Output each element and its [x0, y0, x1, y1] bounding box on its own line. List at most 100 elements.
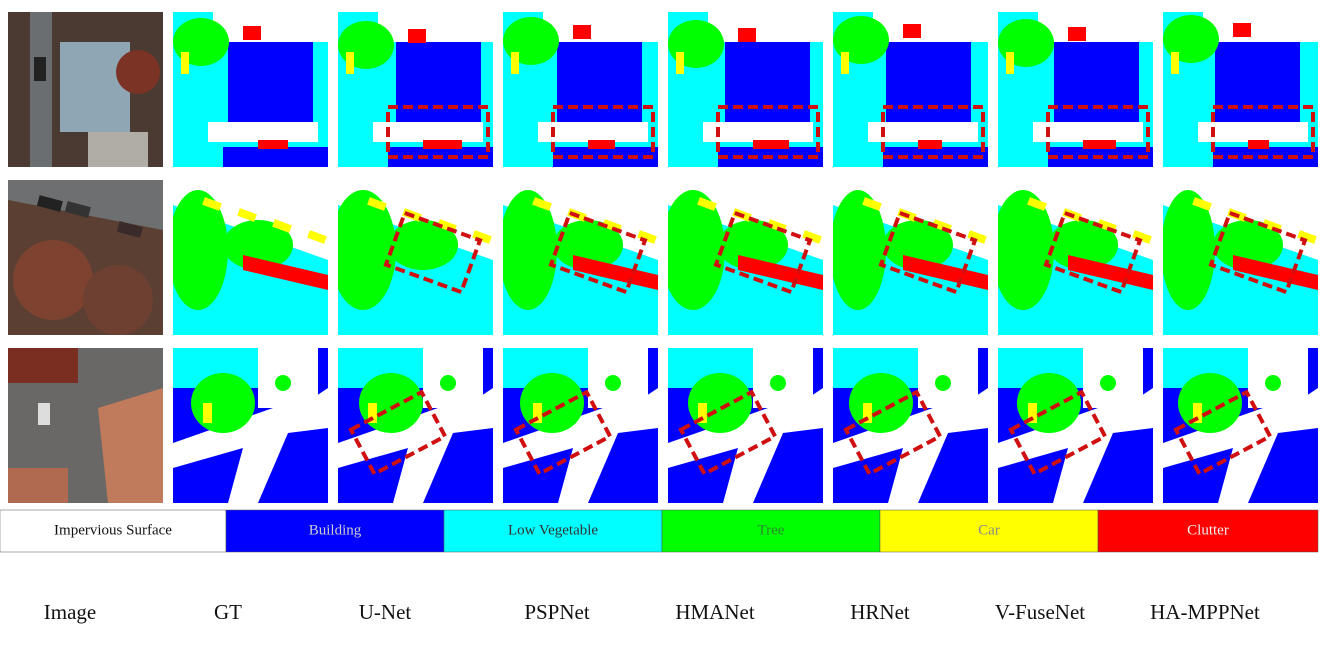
building: [1215, 42, 1300, 122]
segmentation-map: [330, 180, 493, 335]
segmentation-map: [1163, 12, 1318, 167]
segmentation-map: [830, 180, 988, 335]
car: [38, 403, 50, 425]
tree: [935, 375, 951, 391]
tree: [440, 375, 456, 391]
clutter: [1083, 140, 1116, 149]
tree: [1178, 373, 1242, 433]
car: [511, 52, 519, 74]
impervious: [873, 12, 988, 42]
tree: [849, 373, 913, 433]
clutter: [1068, 27, 1086, 41]
clutter: [738, 28, 756, 42]
car: [841, 52, 849, 74]
segmentation-map: [1163, 348, 1318, 503]
tree: [275, 375, 291, 391]
aerial-image: [8, 180, 163, 335]
roof: [8, 468, 68, 503]
tree: [191, 373, 255, 433]
segmentation-map: [668, 348, 823, 503]
car: [346, 52, 354, 74]
legend-label: Impervious Surface: [54, 522, 172, 538]
segmentation-map: [992, 180, 1153, 335]
legend-label: Tree: [758, 522, 785, 538]
car: [181, 52, 189, 74]
roof: [60, 42, 130, 132]
clutter: [573, 25, 591, 39]
segmentation-map: [668, 12, 823, 167]
segmentation-map: [998, 348, 1153, 503]
impervious: [378, 12, 493, 42]
segmentation-map: [1161, 180, 1318, 335]
column-label: HMANet: [675, 600, 754, 624]
building: [557, 42, 642, 122]
roof: [88, 132, 148, 167]
segmentation-map: [499, 180, 658, 335]
legend-label: Building: [309, 522, 362, 538]
clutter: [903, 24, 921, 38]
figure: Impervious Surface Building Low Vegetable T…: [0, 0, 1322, 659]
building: [228, 42, 313, 122]
building: [396, 42, 481, 122]
segmentation-map: [833, 12, 988, 167]
tree: [83, 265, 153, 335]
car: [34, 57, 46, 81]
clutter: [243, 26, 261, 40]
car: [1171, 52, 1179, 74]
aerial-image: [8, 348, 163, 503]
column-label: U-Net: [359, 600, 412, 624]
column-label: HRNet: [850, 600, 910, 624]
column-label: Image: [44, 600, 96, 624]
segmentation-map: [998, 12, 1153, 167]
building: [725, 42, 810, 122]
segmentation-map: [173, 12, 328, 167]
tree: [605, 375, 621, 391]
building: [1054, 42, 1139, 122]
impervious: [208, 122, 318, 142]
tree: [520, 373, 584, 433]
clutter: [918, 140, 942, 149]
segmentation-map: [338, 348, 493, 503]
impervious: [1038, 12, 1153, 42]
impervious: [1203, 12, 1318, 42]
clutter: [588, 140, 615, 149]
column-label: HA-MPPNet: [1150, 600, 1260, 624]
column-label: PSPNet: [524, 600, 590, 624]
tree: [1100, 375, 1116, 391]
legend-label: Low Vegetable: [508, 522, 598, 538]
legend-label: Clutter: [1187, 522, 1229, 538]
building: [223, 147, 328, 167]
segmentation-map: [661, 180, 823, 335]
segmentation-map: [503, 348, 658, 503]
segmentation-map: [168, 180, 328, 335]
impervious: [708, 12, 823, 42]
segmentation-map: [173, 348, 328, 503]
car: [676, 52, 684, 74]
segmentation-map: [833, 348, 988, 503]
roof: [98, 388, 163, 503]
clutter: [408, 29, 426, 43]
tree: [688, 373, 752, 433]
tree: [116, 50, 160, 94]
tree: [661, 190, 725, 310]
clutter: [258, 140, 288, 149]
tree: [770, 375, 786, 391]
clutter: [1233, 23, 1251, 37]
impervious: [213, 12, 328, 42]
column-label: V-FuseNet: [995, 600, 1085, 624]
clutter: [753, 140, 789, 149]
impervious: [543, 12, 658, 42]
clutter: [1248, 140, 1269, 149]
clutter: [423, 140, 462, 149]
segmentation-map: [338, 12, 493, 167]
car: [203, 403, 212, 423]
tree: [13, 240, 93, 320]
tree: [1265, 375, 1281, 391]
tree: [330, 190, 396, 310]
building: [886, 42, 971, 122]
car: [1006, 52, 1014, 74]
column-label: GT: [214, 600, 242, 624]
legend-label: Car: [978, 522, 1000, 538]
tree: [1017, 373, 1081, 433]
tree: [8, 348, 78, 383]
